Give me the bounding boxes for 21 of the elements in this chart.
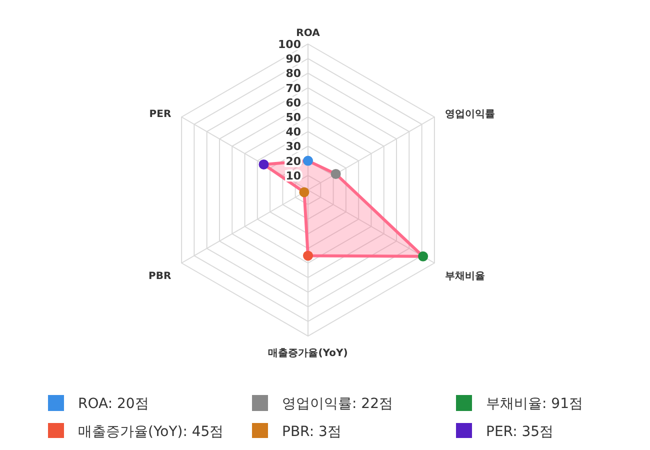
y-tick-label: 100 bbox=[278, 38, 302, 51]
spoke-label: 영업이익률 bbox=[444, 109, 495, 120]
y-tick-label: 10 bbox=[286, 169, 302, 182]
text: PBR: 3점 bbox=[282, 424, 342, 440]
y-tick-label: 90 bbox=[286, 52, 302, 66]
y-tick-label: 40 bbox=[286, 126, 302, 139]
text: PER: 35점 bbox=[486, 424, 554, 440]
text: 영업이익률: 22점 bbox=[282, 396, 393, 412]
spoke-label: ROA bbox=[296, 28, 320, 39]
text: 부채비율: 91점 bbox=[486, 396, 583, 412]
text: 매출증가율(YoY): 45점 bbox=[78, 424, 224, 440]
spoke-label: 매출증가율(YoY) bbox=[268, 348, 348, 359]
y-tick-label: 50 bbox=[286, 111, 302, 124]
spoke-label: 부채비율 bbox=[444, 271, 485, 282]
y-tick-label: 70 bbox=[286, 82, 302, 95]
y-tick-label: 60 bbox=[286, 96, 302, 110]
y-tick-label: 80 bbox=[286, 67, 302, 80]
y-tick-label: 30 bbox=[286, 140, 302, 154]
spoke-label: PBR bbox=[148, 271, 172, 282]
spoke-label: PER bbox=[149, 109, 172, 120]
text: ROA: 20점 bbox=[78, 396, 149, 412]
